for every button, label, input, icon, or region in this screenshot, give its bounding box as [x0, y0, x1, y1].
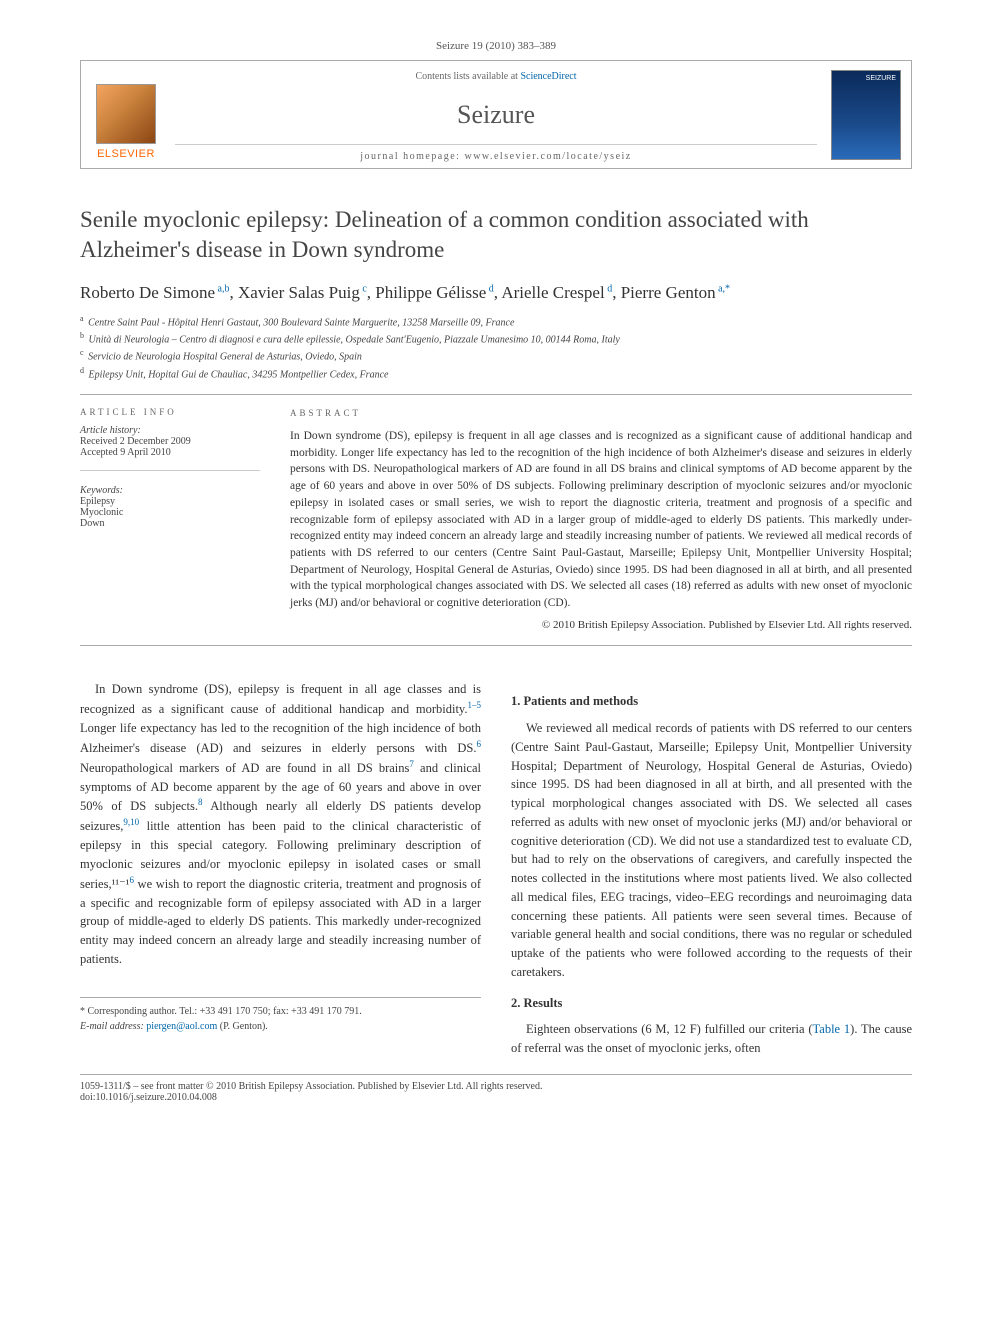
keywords-label: Keywords:	[80, 485, 260, 496]
contents-prefix: Contents lists available at	[415, 71, 520, 82]
author: Pierre Genton a,*	[621, 283, 730, 302]
journal-cover-thumb	[821, 61, 911, 168]
keyword: Down	[80, 518, 260, 529]
corresponding-line: * Corresponding author. Tel.: +33 491 17…	[80, 1004, 481, 1019]
abstract-column: ABSTRACT In Down syndrome (DS), epilepsy…	[290, 407, 912, 633]
affiliation: d Epilepsy Unit, Hopital Gui de Chauliac…	[80, 365, 912, 382]
keyword: Epilepsy	[80, 496, 260, 507]
author-list: Roberto De Simone a,b, Xavier Salas Puig…	[80, 283, 912, 303]
author: Xavier Salas Puig c	[238, 283, 367, 302]
divider	[80, 394, 912, 395]
page-footer: 1059-1311/$ – see front matter © 2010 Br…	[80, 1074, 912, 1103]
section-2-text: Eighteen observations (6 M, 12 F) fulfil…	[511, 1020, 912, 1058]
body-columns: In Down syndrome (DS), epilepsy is frequ…	[80, 680, 912, 1058]
author-affiliation-ref: a,b	[215, 283, 229, 294]
affiliation: c Servicio de Neurologia Hospital Genera…	[80, 347, 912, 364]
article-info-column: ARTICLE INFO Article history: Received 2…	[80, 407, 260, 633]
contents-lists-line: Contents lists available at ScienceDirec…	[175, 71, 817, 82]
abstract-text: In Down syndrome (DS), epilepsy is frequ…	[290, 428, 912, 611]
abstract-copyright: © 2010 British Epilepsy Association. Pub…	[290, 618, 912, 634]
article-info-label: ARTICLE INFO	[80, 407, 260, 417]
footer-copyright: 1059-1311/$ – see front matter © 2010 Br…	[80, 1081, 912, 1092]
author: Roberto De Simone a,b	[80, 283, 230, 302]
publisher-name: ELSEVIER	[97, 148, 155, 160]
affiliations: a Centre Saint Paul - Hôpital Henri Gast…	[80, 313, 912, 382]
author-affiliation-ref: d	[486, 283, 494, 294]
journal-homepage: journal homepage: www.elsevier.com/locat…	[175, 144, 817, 162]
author-affiliation-ref: a,*	[716, 283, 730, 294]
email-name: (P. Genton).	[220, 1021, 268, 1032]
page-citation: Seizure 19 (2010) 383–389	[80, 40, 912, 52]
affiliation: a Centre Saint Paul - Hôpital Henri Gast…	[80, 313, 912, 330]
received-date: Received 2 December 2009	[80, 436, 260, 447]
keyword: Myoclonic	[80, 507, 260, 518]
email-label: E-mail address:	[80, 1021, 144, 1032]
author-affiliation-ref: d	[605, 283, 613, 294]
sciencedirect-link[interactable]: ScienceDirect	[520, 71, 576, 82]
corresponding-author-footer: * Corresponding author. Tel.: +33 491 17…	[80, 997, 481, 1034]
body-left-column: In Down syndrome (DS), epilepsy is frequ…	[80, 680, 481, 1058]
section-1-heading: 1. Patients and methods	[511, 692, 912, 711]
divider	[80, 645, 912, 646]
affiliation: b Unità di Neurologia – Centro di diagno…	[80, 330, 912, 347]
author: Philippe Gélisse d	[375, 283, 493, 302]
author: Arielle Crespel d	[501, 283, 612, 302]
intro-paragraph: In Down syndrome (DS), epilepsy is frequ…	[80, 680, 481, 968]
body-right-column: 1. Patients and methods We reviewed all …	[511, 680, 912, 1058]
elsevier-tree-icon	[96, 84, 156, 144]
history-label: Article history:	[80, 425, 260, 436]
accepted-date: Accepted 9 April 2010	[80, 447, 260, 458]
homepage-prefix: journal homepage:	[360, 151, 464, 162]
footer-doi: doi:10.1016/j.seizure.2010.04.008	[80, 1092, 912, 1103]
section-1-text: We reviewed all medical records of patie…	[511, 719, 912, 982]
homepage-url: www.elsevier.com/locate/yseiz	[464, 151, 631, 162]
author-affiliation-ref: c	[360, 283, 367, 294]
abstract-label: ABSTRACT	[290, 407, 912, 420]
table-1-link[interactable]: Table 1	[813, 1022, 851, 1036]
section-2-heading: 2. Results	[511, 994, 912, 1013]
corresponding-email[interactable]: piergen@aol.com	[146, 1021, 217, 1032]
seizure-cover-icon	[831, 70, 901, 160]
journal-name: Seizure	[175, 100, 817, 130]
publisher-logo: ELSEVIER	[81, 61, 171, 168]
article-title: Senile myoclonic epilepsy: Delineation o…	[80, 205, 912, 265]
journal-header-box: ELSEVIER Contents lists available at Sci…	[80, 60, 912, 169]
